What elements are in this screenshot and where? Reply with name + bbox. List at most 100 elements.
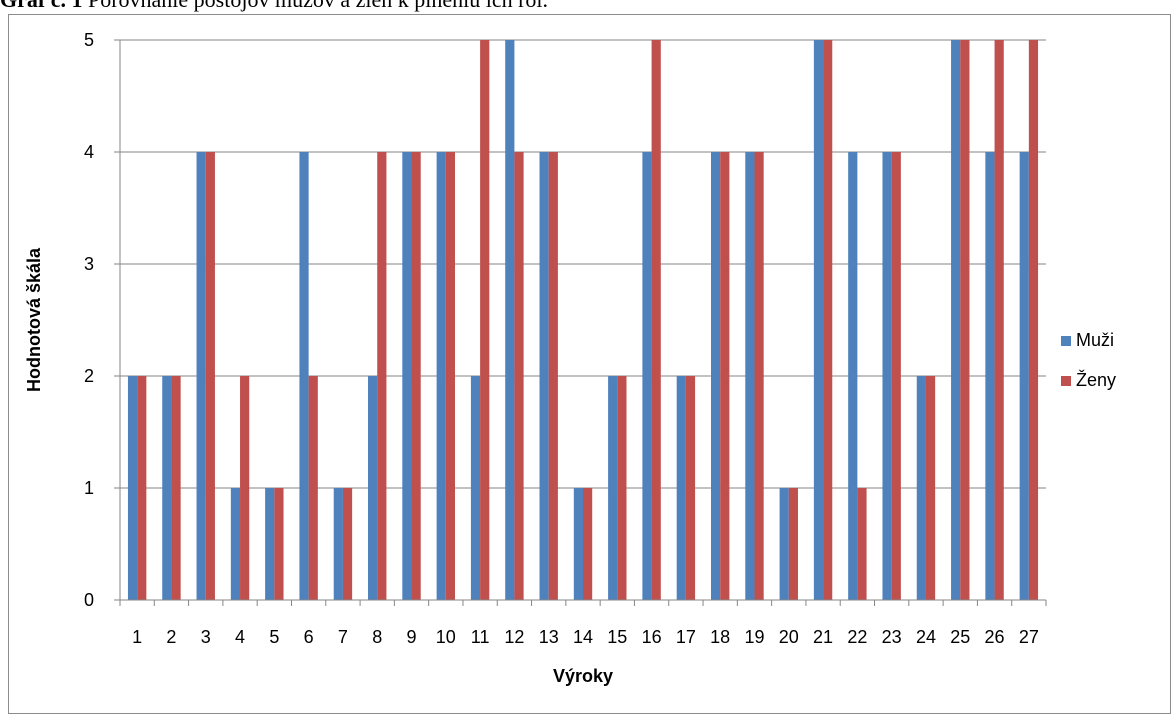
bar-series1	[882, 152, 892, 600]
bar-series2	[342, 488, 353, 600]
bar-series1	[402, 152, 412, 600]
bar-series2	[308, 376, 318, 600]
x-tick-label: 22	[847, 627, 867, 647]
bar-series2	[651, 40, 661, 600]
bar-series2	[137, 376, 147, 600]
bar-series2	[377, 152, 387, 600]
bar-series1	[505, 40, 515, 600]
bar-series1	[333, 488, 343, 600]
x-tick-label: 3	[201, 627, 211, 647]
y-tick-label: 5	[84, 30, 94, 50]
bar-series1	[985, 152, 995, 600]
bar-series2	[240, 376, 250, 600]
bar-series1	[813, 40, 824, 600]
x-tick-label: 26	[985, 627, 1005, 647]
x-tick-label: 23	[882, 627, 902, 647]
bar-series2	[788, 488, 798, 600]
axes	[114, 39, 1047, 606]
bar-series1	[539, 152, 549, 600]
bar-series2	[445, 152, 456, 600]
bar-series2	[891, 152, 901, 600]
bar-series1	[162, 376, 172, 600]
x-tick-label: 14	[573, 627, 593, 647]
bar-series1	[608, 376, 618, 600]
legend-swatch	[1061, 376, 1071, 386]
bar-series1	[368, 376, 378, 600]
legend-label: Muži	[1076, 330, 1114, 350]
x-tick-label: 4	[235, 627, 245, 647]
x-tick-label: 21	[813, 627, 833, 647]
bar-series1	[745, 152, 755, 600]
bar-series1	[642, 152, 652, 600]
bar-series1	[196, 152, 206, 600]
x-tick-label: 13	[539, 627, 559, 647]
x-tick-label: 12	[504, 627, 524, 647]
caption-prefix: Graf č. 1	[0, 0, 82, 12]
y-tick-label: 2	[84, 366, 94, 386]
gridlines	[120, 39, 1046, 489]
bar-series2	[857, 488, 867, 600]
y-tick-label: 0	[84, 590, 94, 610]
bar-series1	[127, 376, 138, 600]
x-tick-label: 24	[916, 627, 936, 647]
bar-series2	[960, 40, 970, 600]
x-axis-title: Výroky	[553, 666, 613, 686]
x-tick-label: 15	[607, 627, 627, 647]
bar-series1	[676, 376, 686, 600]
legend: Muži Ženy	[1061, 330, 1116, 390]
bar-series2	[1028, 40, 1039, 600]
bar-series1	[470, 376, 481, 600]
bar-series2	[994, 40, 1004, 600]
bar-series1	[436, 152, 446, 600]
bar-series1	[573, 488, 583, 600]
x-tick-label: 5	[269, 627, 279, 647]
x-tick-label: 20	[779, 627, 799, 647]
bar-series1	[916, 376, 926, 600]
bar-series1	[230, 488, 241, 600]
x-tick-label: 17	[676, 627, 696, 647]
bar-series2	[583, 488, 593, 600]
bar-series1	[1019, 152, 1029, 600]
bar-series2	[411, 152, 421, 600]
bar-series2	[548, 152, 558, 600]
x-tick-labels: 1 2 3 4 5 6 7 8 9 10 11 12 13 14 15 16 17 18 19 20 21 22 23 24 2…	[132, 627, 1039, 647]
bar-series1	[848, 152, 858, 600]
x-tick-label: 8	[372, 627, 382, 647]
x-tick-label: 16	[642, 627, 662, 647]
bar-series2	[171, 376, 181, 600]
bar-series2	[685, 376, 696, 600]
bar-series1	[710, 152, 721, 600]
x-tick-label: 11	[471, 627, 490, 647]
x-tick-label: 2	[166, 627, 176, 647]
x-tick-label: 9	[407, 627, 417, 647]
y-axis-title: Hodnotová škála	[24, 247, 44, 392]
x-tick-label: 6	[304, 627, 314, 647]
y-tick-labels: 0 1 2 3 4 5	[84, 30, 94, 610]
bar-series2	[274, 488, 284, 600]
x-tick-label: 27	[1019, 627, 1039, 647]
x-tick-label: 18	[710, 627, 730, 647]
bar-series1	[779, 488, 789, 600]
x-tick-label: 10	[436, 627, 456, 647]
bars	[127, 40, 1039, 600]
x-tick-label: 7	[338, 627, 348, 647]
bar-series1	[299, 152, 309, 600]
bar-series2	[205, 152, 215, 600]
bar-series1	[265, 488, 275, 600]
x-tick-label: 1	[132, 627, 142, 647]
y-tick-label: 1	[84, 478, 94, 498]
bar-series2	[480, 40, 490, 600]
x-tick-label: 25	[950, 627, 970, 647]
bar-series2	[514, 152, 524, 600]
bar-series2	[823, 40, 833, 600]
bar-series2	[617, 376, 627, 600]
legend-swatch	[1061, 336, 1071, 346]
y-tick-label: 3	[84, 254, 94, 274]
y-tick-label: 4	[84, 142, 94, 162]
x-tick-label: 19	[744, 627, 764, 647]
bar-series2	[720, 152, 730, 600]
figure-caption: Graf č. 1 Porovnanie postojov mužov a ži…	[0, 0, 1175, 17]
legend-label: Ženy	[1076, 370, 1116, 390]
bar-series1	[951, 40, 961, 600]
